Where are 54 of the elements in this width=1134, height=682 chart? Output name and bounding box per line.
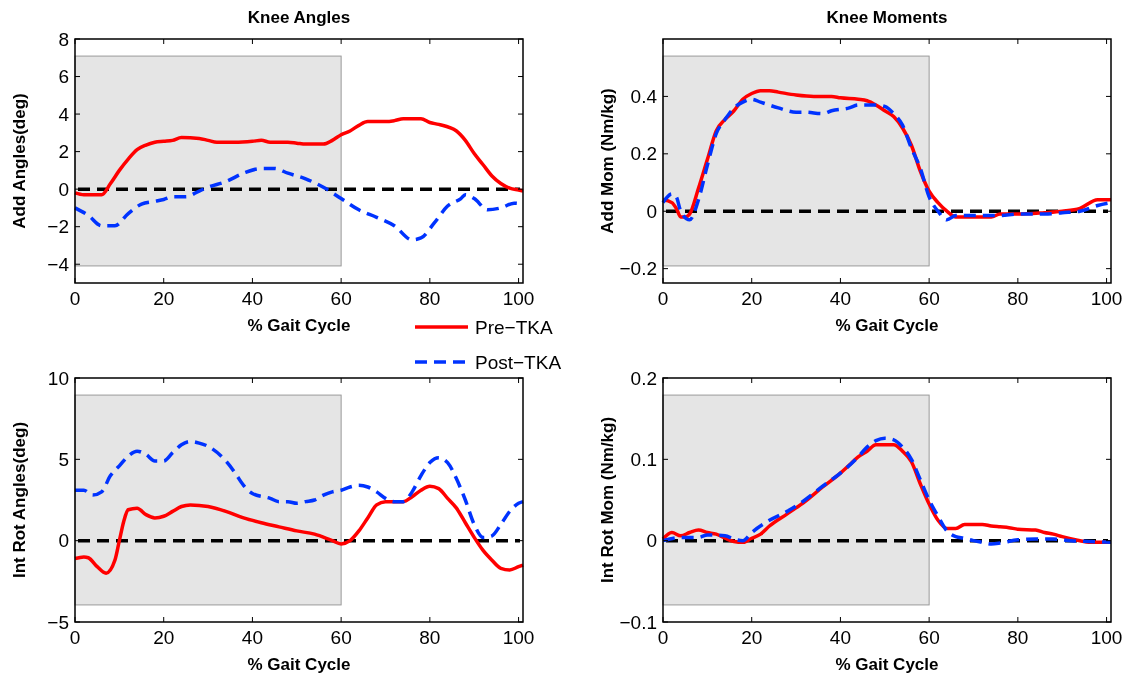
y-tick-label: 0.1 bbox=[630, 448, 657, 470]
chart-title: Knee Angles bbox=[247, 8, 351, 27]
y-tick-label: 0 bbox=[646, 200, 657, 222]
x-tick-label: 40 bbox=[829, 627, 851, 648]
x-tick-label: 40 bbox=[241, 288, 263, 309]
x-axis-title: % Gait Cycle bbox=[835, 655, 939, 674]
y-axis-title: Add Mom (Nm/kg) bbox=[598, 88, 617, 234]
x-tick-label: 40 bbox=[241, 627, 263, 648]
y-tick-label: 2 bbox=[58, 141, 69, 163]
y-tick-label: 0 bbox=[58, 530, 69, 552]
y-tick-label: 0.2 bbox=[630, 143, 657, 165]
y-tick-label: 10 bbox=[47, 367, 69, 389]
x-tick-label: 60 bbox=[330, 627, 352, 648]
y-tick-label: 0 bbox=[58, 178, 69, 200]
y-tick-label: 0 bbox=[646, 530, 657, 552]
x-tick-label: 20 bbox=[153, 627, 175, 648]
y-tick-label: 6 bbox=[58, 66, 69, 88]
x-tick-label: 20 bbox=[153, 288, 175, 309]
x-tick-label: 80 bbox=[1007, 627, 1029, 648]
y-tick-label: −4 bbox=[47, 253, 70, 275]
x-tick-label: 80 bbox=[419, 288, 441, 309]
y-tick-label: 0.2 bbox=[630, 367, 657, 389]
y-tick-label: −2 bbox=[47, 216, 69, 238]
x-tick-label: 100 bbox=[1090, 288, 1123, 309]
x-tick-label: 60 bbox=[918, 627, 940, 648]
y-tick-label: 5 bbox=[58, 448, 69, 470]
y-axis-title: Int Rot Angles(deg) bbox=[10, 421, 29, 579]
y-tick-label: 4 bbox=[58, 103, 70, 125]
x-tick-label: 100 bbox=[502, 288, 535, 309]
y-axis-title: Int Rot Mom (Nm/kg) bbox=[598, 416, 617, 584]
x-axis-title: % Gait Cycle bbox=[247, 655, 351, 674]
x-axis-title: % Gait Cycle bbox=[835, 316, 939, 335]
y-tick-label: 0.4 bbox=[630, 86, 658, 108]
line-series bbox=[73, 117, 525, 197]
x-tick-label: 60 bbox=[918, 288, 940, 309]
legend-label: Pre−TKA bbox=[475, 316, 553, 338]
line-series bbox=[73, 439, 525, 540]
line-series bbox=[73, 484, 525, 575]
x-tick-label: 20 bbox=[741, 288, 763, 309]
y-tick-label: −5 bbox=[47, 611, 69, 633]
x-tick-label: 100 bbox=[502, 627, 535, 648]
y-tick-label: 8 bbox=[58, 28, 69, 50]
x-tick-label: 60 bbox=[330, 288, 352, 309]
chart-title: Knee Moments bbox=[826, 8, 948, 27]
y-tick-label: −0.1 bbox=[619, 611, 657, 633]
x-tick-label: 40 bbox=[829, 288, 851, 309]
legend-label: Post−TKA bbox=[475, 351, 562, 373]
y-tick-label: −0.2 bbox=[619, 258, 657, 280]
x-axis-title: % Gait Cycle bbox=[247, 316, 351, 335]
x-tick-label: 80 bbox=[419, 627, 441, 648]
x-tick-label: 20 bbox=[741, 627, 763, 648]
y-axis-title: Add Angles(deg) bbox=[10, 93, 29, 229]
x-tick-label: 100 bbox=[1090, 627, 1123, 648]
x-tick-label: 80 bbox=[1007, 288, 1029, 309]
